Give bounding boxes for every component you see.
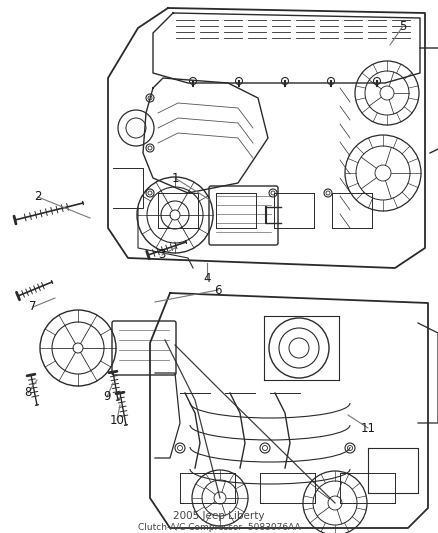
- Text: 7: 7: [29, 301, 37, 313]
- Text: 5: 5: [399, 20, 407, 33]
- Text: 11: 11: [360, 422, 375, 434]
- Text: 2: 2: [34, 190, 42, 204]
- Text: 8: 8: [25, 386, 32, 400]
- Text: Clutch-A/C Compressor  5083076AA: Clutch-A/C Compressor 5083076AA: [138, 523, 300, 532]
- Text: 10: 10: [110, 414, 124, 426]
- Text: 3: 3: [158, 248, 166, 262]
- Text: 6: 6: [214, 284, 222, 296]
- Text: 2005 Jeep Liberty: 2005 Jeep Liberty: [173, 511, 265, 521]
- Text: 4: 4: [203, 271, 211, 285]
- Text: 1: 1: [171, 172, 179, 184]
- Text: 9: 9: [103, 391, 111, 403]
